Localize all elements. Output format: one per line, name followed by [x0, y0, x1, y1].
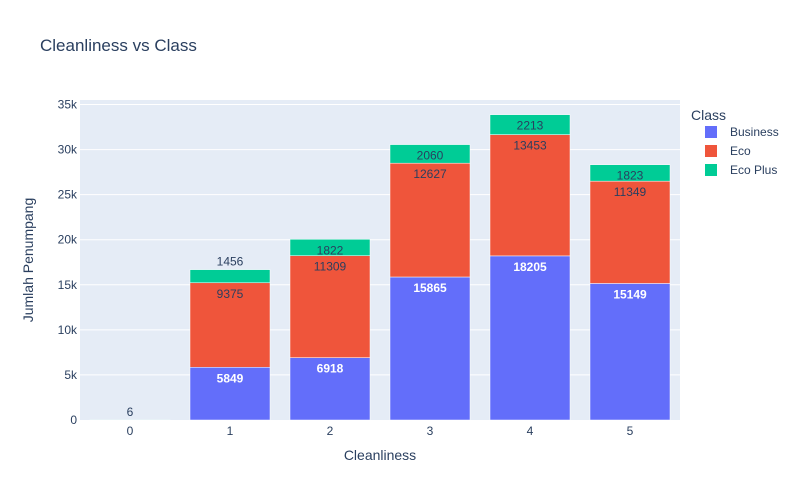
bar-label-eco: 11309	[314, 260, 347, 274]
legend-item-business[interactable]: Business	[705, 125, 779, 139]
bar-business	[389, 276, 471, 421]
bar-eco	[189, 282, 271, 368]
y-tick-label: 0	[70, 413, 77, 427]
y-tick-label: 20k	[58, 233, 78, 247]
legend-label: Eco	[730, 144, 751, 158]
y-tick-label: 35k	[58, 98, 78, 112]
y-tick-label: 10k	[58, 323, 78, 337]
bar-business	[289, 357, 371, 421]
legend-item-eco-plus[interactable]: Eco Plus	[705, 163, 777, 177]
legend: Class Business Eco Eco Plus	[691, 107, 779, 177]
x-axis-ticks: 0 1 2 3 4 5	[127, 424, 634, 438]
bar-label-eco-plus: 1823	[617, 169, 644, 183]
bar-label-eco-plus: 1456	[217, 255, 244, 269]
legend-item-eco[interactable]: Eco	[705, 144, 751, 158]
bar-eco-plus	[589, 164, 671, 182]
legend-label: Business	[730, 125, 779, 139]
bar-eco-plus	[489, 114, 571, 135]
x-tick-label: 5	[627, 424, 634, 438]
y-axis-ticks: 0 5k 10k 15k 20k 25k 30k 35k	[58, 98, 78, 427]
bar-label-eco-plus: 6	[127, 405, 134, 419]
bar-label-business: 6918	[317, 362, 344, 376]
x-tick-label: 0	[127, 424, 134, 438]
y-tick-label: 5k	[64, 368, 78, 382]
legend-swatch	[705, 126, 717, 138]
legend-title: Class	[691, 107, 726, 123]
chart-title: Cleanliness vs Class	[40, 36, 197, 55]
bar-eco	[289, 255, 371, 358]
x-tick-label: 4	[527, 424, 534, 438]
y-tick-label: 30k	[58, 143, 78, 157]
bar-label-eco: 11349	[614, 185, 647, 199]
y-axis-title: Jumlah Penumpang	[20, 198, 36, 323]
plot-background	[80, 100, 680, 420]
bar-eco	[589, 180, 671, 284]
bar-label-business: 15149	[613, 287, 647, 301]
bar-label-eco: 9375	[217, 287, 244, 301]
y-tick-label: 15k	[58, 278, 78, 292]
bars	[89, 114, 671, 421]
y-tick-label: 25k	[58, 188, 78, 202]
bar-business	[589, 283, 671, 421]
bar-eco-plus	[189, 269, 271, 284]
bar-label-business: 15865	[413, 281, 447, 295]
legend-swatch	[705, 145, 717, 157]
bar-eco	[489, 134, 571, 257]
x-tick-label: 1	[227, 424, 234, 438]
x-axis-title: Cleanliness	[344, 447, 416, 463]
bar-labels: 5849 6918 15865 18205 15149 9375 11309 12627 134…	[127, 119, 647, 419]
x-tick-label: 2	[327, 424, 334, 438]
bar-eco-plus	[289, 239, 371, 256]
legend-swatch	[705, 164, 717, 176]
legend-label: Eco Plus	[730, 163, 777, 177]
bar-label-eco-plus: 2213	[517, 119, 544, 133]
bar-label-eco-plus: 1822	[317, 243, 344, 257]
x-tick-label: 3	[427, 424, 434, 438]
bar-label-business: 5849	[217, 371, 244, 385]
bar-eco	[389, 162, 471, 278]
bar-label-eco: 12627	[413, 167, 447, 181]
bar-label-eco-plus: 2060	[417, 149, 444, 163]
bar-eco-plus	[389, 144, 471, 164]
bar-label-eco: 13453	[513, 139, 547, 153]
gridlines	[80, 104, 680, 376]
bar-business	[489, 255, 571, 421]
bar-label-business: 18205	[513, 260, 547, 274]
